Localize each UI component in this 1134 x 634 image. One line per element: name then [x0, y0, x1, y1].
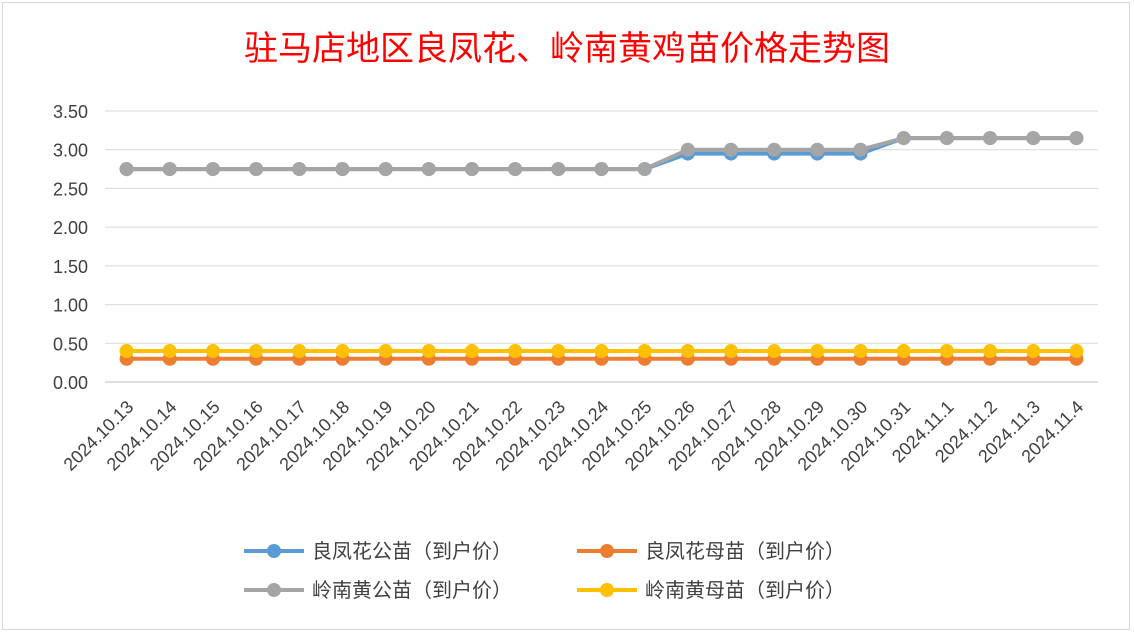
data-point: [421, 162, 436, 177]
data-point: [939, 344, 954, 359]
data-point: [464, 162, 479, 177]
data-point: [637, 162, 652, 177]
data-point: [119, 344, 134, 359]
data-point: [594, 162, 609, 177]
y-tick-label: 3.50: [53, 102, 88, 122]
data-point: [162, 162, 177, 177]
data-point: [292, 162, 307, 177]
data-point: [508, 162, 523, 177]
legend-label: 良凤花公苗（到户价）: [312, 539, 512, 563]
series-3: [119, 131, 1084, 177]
data-point: [724, 344, 739, 359]
data-point: [335, 162, 350, 177]
y-tick-label: 3.00: [53, 141, 88, 161]
data-point: [421, 344, 436, 359]
x-axis-ticks: 2024.10.132024.10.142024.10.152024.10.16…: [60, 397, 1088, 475]
data-point: [637, 344, 652, 359]
data-point: [378, 162, 393, 177]
data-point: [551, 162, 566, 177]
y-tick-label: 2.50: [53, 179, 88, 199]
data-point: [464, 344, 479, 359]
data-point: [724, 142, 739, 157]
data-point: [767, 142, 782, 157]
data-point: [162, 344, 177, 359]
data-point: [1069, 131, 1084, 146]
data-point: [508, 344, 523, 359]
data-point: [378, 344, 393, 359]
data-point: [680, 142, 695, 157]
data-point: [249, 344, 264, 359]
data-point: [249, 162, 264, 177]
y-tick-label: 1.50: [53, 257, 88, 277]
data-point: [1069, 344, 1084, 359]
data-point: [896, 344, 911, 359]
data-point: [205, 162, 220, 177]
data-point: [810, 344, 825, 359]
legend-marker: [267, 544, 281, 558]
data-point: [1026, 344, 1041, 359]
data-point: [767, 344, 782, 359]
data-point: [594, 344, 609, 359]
y-tick-label: 1.00: [53, 296, 88, 316]
data-point: [896, 131, 911, 146]
data-point: [939, 131, 954, 146]
legend-marker: [267, 583, 281, 597]
series-group: [119, 131, 1084, 366]
data-point: [119, 162, 134, 177]
y-tick-label: 0.50: [53, 334, 88, 354]
gridlines: [105, 110, 1098, 383]
legend-label: 良凤花母苗（到户价）: [645, 539, 845, 563]
legend-item-3: 岭南黄公苗（到户价）: [244, 578, 512, 602]
legend-item-1: 良凤花公苗（到户价）: [244, 539, 512, 563]
data-point: [205, 344, 220, 359]
legend-item-2: 良凤花母苗（到户价）: [577, 539, 845, 563]
chart-title: 驻马店地区良凤花、岭南黄鸡苗价格走势图: [244, 29, 890, 69]
y-tick-label: 2.00: [53, 218, 88, 238]
y-tick-label: 0.00: [53, 373, 88, 393]
legend-marker: [600, 583, 614, 597]
data-point: [853, 142, 868, 157]
data-point: [983, 344, 998, 359]
data-point: [551, 344, 566, 359]
data-point: [335, 344, 350, 359]
legend: 良凤花公苗（到户价） 良凤花母苗（到户价） 岭南黄公苗（到户价） 岭南黄母苗（到户价）: [244, 539, 845, 602]
data-point: [853, 344, 868, 359]
legend-item-4: 岭南黄母苗（到户价）: [577, 578, 845, 602]
data-point: [810, 142, 825, 157]
legend-label: 岭南黄母苗（到户价）: [645, 578, 845, 602]
data-point: [983, 131, 998, 146]
data-point: [680, 344, 695, 359]
legend-marker: [600, 544, 614, 558]
data-point: [1026, 131, 1041, 146]
series-4: [119, 344, 1084, 359]
data-point: [292, 344, 307, 359]
y-axis-ticks: 0.00 0.50 1.00 1.50 2.00 2.50 3.00 3.50: [53, 102, 88, 393]
legend-label: 岭南黄公苗（到户价）: [312, 578, 512, 602]
